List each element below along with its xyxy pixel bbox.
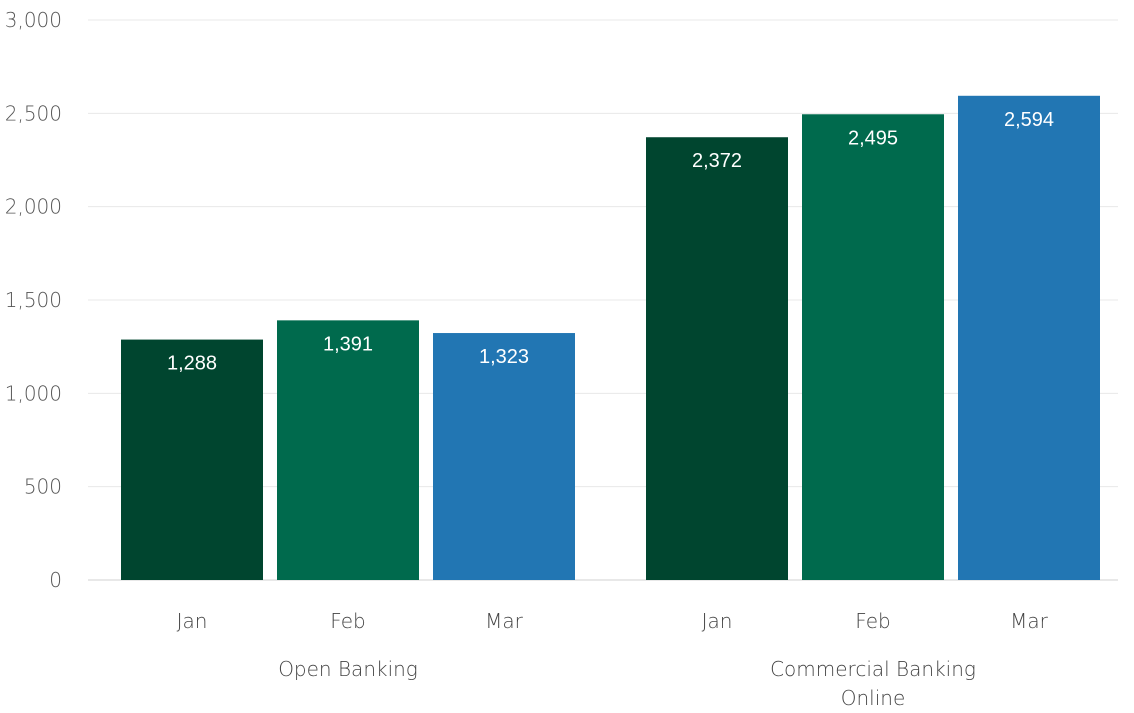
- data-label: 2,372: [692, 150, 742, 172]
- x-category-label: Feb: [330, 609, 365, 633]
- bar-commercial-banking-online-jan: [646, 137, 788, 580]
- x-category-label: Jan: [177, 609, 208, 633]
- x-axis-group-labels: Open Banking Commercial Banking Online: [278, 657, 976, 710]
- x-group-label-line: Online: [841, 686, 906, 710]
- x-group-label: Commercial Banking Online: [770, 657, 976, 710]
- y-tick-label: 2,500: [5, 101, 62, 125]
- bar-commercial-banking-online-mar: [958, 95, 1100, 580]
- data-label: 1,391: [323, 333, 373, 355]
- y-tick-label: 1,000: [5, 381, 62, 405]
- x-group-label-line: Open Banking: [278, 657, 418, 681]
- y-axis-tick-labels: 0 500 1,000 1,500 2,000 2,500 3,000: [5, 8, 62, 592]
- x-group-label: Open Banking: [278, 657, 418, 681]
- data-label: 1,288: [167, 353, 217, 375]
- bar-commercial-banking-online-feb: [802, 114, 944, 581]
- data-label: 2,495: [848, 127, 898, 149]
- x-group-label-line: Commercial Banking: [770, 657, 976, 681]
- x-category-label: Mar: [485, 609, 524, 633]
- y-tick-label: 1,500: [5, 288, 62, 312]
- bar-open-banking-jan: [121, 339, 263, 580]
- y-tick-label: 0: [49, 568, 62, 592]
- x-category-label: Mar: [1010, 609, 1049, 633]
- x-category-label: Jan: [702, 609, 733, 633]
- x-axis-category-labels: Jan Feb Mar Jan Feb Mar: [177, 609, 1049, 633]
- y-tick-label: 3,000: [5, 8, 62, 32]
- bar-open-banking-feb: [277, 320, 419, 580]
- bars: [121, 95, 1100, 581]
- data-labels: 1,288 1,391 1,323 2,372 2,495 2,594: [167, 109, 1054, 375]
- data-label: 1,323: [479, 346, 529, 368]
- bar-open-banking-mar: [433, 333, 575, 580]
- x-category-label: Feb: [855, 609, 890, 633]
- data-label: 2,594: [1004, 109, 1054, 131]
- y-tick-label: 2,000: [5, 195, 62, 219]
- y-tick-label: 500: [24, 475, 62, 499]
